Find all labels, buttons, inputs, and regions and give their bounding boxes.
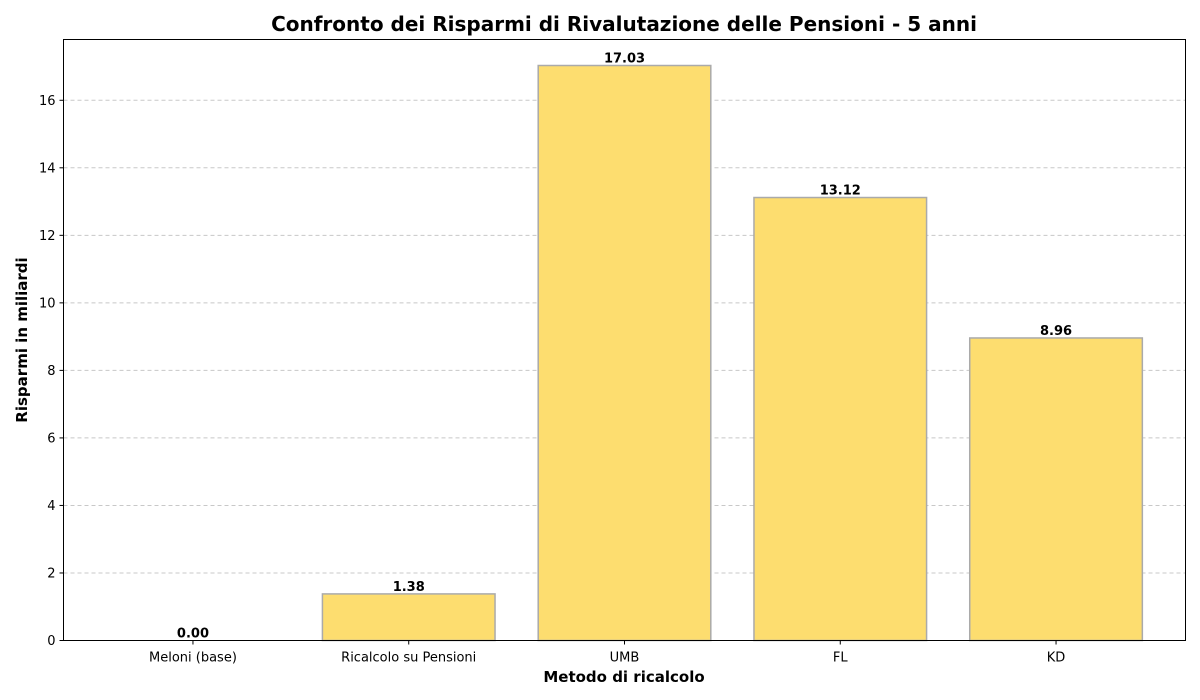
y-tick-label: 2 [47,566,55,581]
y-tick-label: 10 [39,296,56,311]
data-label: 17.03 [604,51,645,66]
x-tick-label: KD [1047,651,1066,666]
bar [321,593,496,642]
bars [321,64,1144,642]
y-axis-label: Risparmi in miliardi [13,257,31,422]
y-tick-label: 16 [39,94,56,109]
bar [968,337,1144,642]
chart-title: Confronto dei Risparmi di Rivalutazione … [271,12,977,36]
x-axis-label: Metodo di ricalcolo [543,668,704,686]
x-tick-label: UMB [610,651,640,666]
data-label: 1.38 [393,580,425,595]
x-tick-label: FL [833,651,848,666]
x-tick-label: Ricalcolo su Pensioni [341,651,476,666]
y-tick-label: 6 [47,431,55,446]
y-tick-label: 12 [39,229,56,244]
x-axis-ticks: Meloni (base) Ricalcolo su Pensioni UMB FL K… [149,640,1066,666]
y-tick-label: 4 [47,499,55,514]
y-tick-label: 8 [47,364,55,379]
x-tick-label: Meloni (base) [149,651,237,666]
bar [753,196,928,642]
data-label: 13.12 [820,184,861,199]
y-tick-label: 0 [47,634,55,649]
y-tick-label: 14 [39,161,56,176]
bar [537,64,712,642]
data-label: 0.00 [177,627,209,642]
y-axis-ticks: 0 2 4 6 8 10 12 14 16 [39,94,64,649]
data-labels: 0.00 1.38 17.03 13.12 8.96 [177,51,1072,641]
data-label: 8.96 [1040,324,1072,339]
